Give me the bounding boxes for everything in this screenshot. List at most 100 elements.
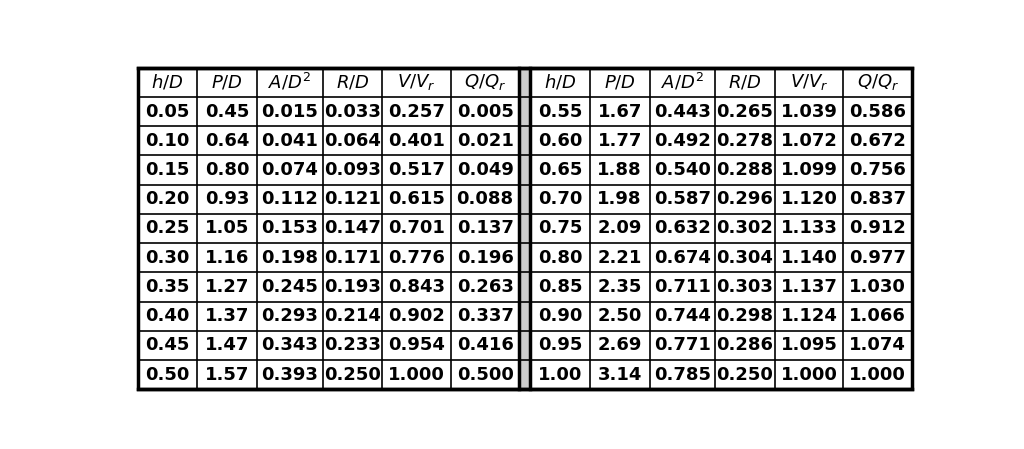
Text: 0.672: 0.672 <box>849 132 906 150</box>
Text: 0.756: 0.756 <box>849 161 906 179</box>
Text: 0.245: 0.245 <box>261 278 318 296</box>
Text: 0.615: 0.615 <box>388 190 445 208</box>
Text: 0.20: 0.20 <box>145 190 189 208</box>
Text: 0.45: 0.45 <box>205 102 249 120</box>
Text: 1.140: 1.140 <box>780 249 838 267</box>
Text: 1.16: 1.16 <box>205 249 249 267</box>
Text: 0.500: 0.500 <box>457 365 514 383</box>
Text: 1.124: 1.124 <box>780 307 838 325</box>
Text: 0.298: 0.298 <box>717 307 773 325</box>
Text: $\mathit{Q/Q_r}$: $\mathit{Q/Q_r}$ <box>464 72 506 92</box>
Text: 0.93: 0.93 <box>205 190 249 208</box>
Text: 0.85: 0.85 <box>538 278 583 296</box>
Text: 0.90: 0.90 <box>538 307 583 325</box>
Text: 1.120: 1.120 <box>780 190 838 208</box>
Text: 0.303: 0.303 <box>717 278 773 296</box>
Text: 0.912: 0.912 <box>849 220 906 238</box>
Text: 0.401: 0.401 <box>388 132 445 150</box>
Bar <box>519 68 530 389</box>
Text: 1.05: 1.05 <box>205 220 249 238</box>
Text: 0.80: 0.80 <box>205 161 249 179</box>
Text: 2.21: 2.21 <box>597 249 642 267</box>
Text: 0.785: 0.785 <box>654 365 711 383</box>
Text: 1.67: 1.67 <box>597 102 642 120</box>
Text: 0.021: 0.021 <box>457 132 514 150</box>
Text: 1.00: 1.00 <box>538 365 583 383</box>
Text: 0.193: 0.193 <box>324 278 381 296</box>
Text: 0.40: 0.40 <box>145 307 189 325</box>
Text: 0.837: 0.837 <box>849 190 906 208</box>
Text: 0.416: 0.416 <box>457 336 514 354</box>
Text: 0.65: 0.65 <box>538 161 583 179</box>
Text: 0.278: 0.278 <box>717 132 773 150</box>
Text: 0.304: 0.304 <box>717 249 773 267</box>
Text: 0.10: 0.10 <box>145 132 189 150</box>
Text: 0.088: 0.088 <box>457 190 514 208</box>
Text: 1.47: 1.47 <box>205 336 249 354</box>
Text: 2.35: 2.35 <box>597 278 642 296</box>
Text: 3.14: 3.14 <box>597 365 642 383</box>
Text: 0.015: 0.015 <box>261 102 318 120</box>
Text: 0.137: 0.137 <box>457 220 514 238</box>
Text: 0.64: 0.64 <box>205 132 249 150</box>
Text: 2.09: 2.09 <box>597 220 642 238</box>
Text: 0.343: 0.343 <box>261 336 318 354</box>
Text: 2.50: 2.50 <box>597 307 642 325</box>
Text: $\mathit{P/D}$: $\mathit{P/D}$ <box>211 73 243 91</box>
Text: 0.121: 0.121 <box>324 190 381 208</box>
Text: 0.15: 0.15 <box>145 161 189 179</box>
Text: 0.701: 0.701 <box>388 220 445 238</box>
Text: 0.257: 0.257 <box>388 102 445 120</box>
Text: 0.776: 0.776 <box>388 249 445 267</box>
Text: 0.263: 0.263 <box>457 278 514 296</box>
Text: 0.074: 0.074 <box>261 161 318 179</box>
Text: 0.517: 0.517 <box>388 161 445 179</box>
Text: 0.540: 0.540 <box>654 161 711 179</box>
Text: $\mathit{V/V_r}$: $\mathit{V/V_r}$ <box>790 72 828 92</box>
Text: $\mathit{A/D}^2$: $\mathit{A/D}^2$ <box>268 72 311 93</box>
Text: 0.35: 0.35 <box>145 278 189 296</box>
Text: 0.393: 0.393 <box>261 365 318 383</box>
Text: $\mathit{A/D}^2$: $\mathit{A/D}^2$ <box>660 72 703 93</box>
Text: 2.69: 2.69 <box>597 336 642 354</box>
Text: 0.954: 0.954 <box>388 336 445 354</box>
Text: 0.50: 0.50 <box>145 365 189 383</box>
Text: 0.674: 0.674 <box>654 249 711 267</box>
Text: 0.902: 0.902 <box>388 307 445 325</box>
Text: 0.214: 0.214 <box>324 307 381 325</box>
Text: 0.041: 0.041 <box>261 132 318 150</box>
Text: 1.030: 1.030 <box>849 278 906 296</box>
Text: 0.265: 0.265 <box>717 102 773 120</box>
Text: 0.55: 0.55 <box>538 102 583 120</box>
Text: 0.771: 0.771 <box>654 336 711 354</box>
Text: 0.153: 0.153 <box>261 220 318 238</box>
Text: 1.57: 1.57 <box>205 365 249 383</box>
Text: 0.171: 0.171 <box>324 249 381 267</box>
Text: 0.302: 0.302 <box>717 220 773 238</box>
Text: 0.632: 0.632 <box>654 220 711 238</box>
Text: $\mathit{Q/Q_r}$: $\mathit{Q/Q_r}$ <box>857 72 899 92</box>
Text: 0.492: 0.492 <box>654 132 711 150</box>
Text: $\mathit{R/D}$: $\mathit{R/D}$ <box>728 73 762 91</box>
Text: 0.337: 0.337 <box>457 307 514 325</box>
Text: 1.27: 1.27 <box>205 278 249 296</box>
Text: 0.744: 0.744 <box>654 307 711 325</box>
Text: 0.977: 0.977 <box>849 249 906 267</box>
Text: 0.05: 0.05 <box>145 102 189 120</box>
Text: 0.286: 0.286 <box>717 336 773 354</box>
Text: 1.072: 1.072 <box>780 132 838 150</box>
Text: 1.000: 1.000 <box>849 365 906 383</box>
Text: 1.074: 1.074 <box>849 336 906 354</box>
Text: 0.70: 0.70 <box>538 190 583 208</box>
Text: $\mathit{P/D}$: $\mathit{P/D}$ <box>604 73 636 91</box>
Text: 0.093: 0.093 <box>324 161 381 179</box>
Text: 0.75: 0.75 <box>538 220 583 238</box>
Text: 0.95: 0.95 <box>538 336 583 354</box>
Text: 0.45: 0.45 <box>145 336 189 354</box>
Text: 1.133: 1.133 <box>780 220 838 238</box>
Text: 0.196: 0.196 <box>457 249 514 267</box>
Text: 1.000: 1.000 <box>780 365 838 383</box>
Text: 0.587: 0.587 <box>654 190 711 208</box>
Text: 0.586: 0.586 <box>849 102 906 120</box>
Text: 1.066: 1.066 <box>849 307 906 325</box>
